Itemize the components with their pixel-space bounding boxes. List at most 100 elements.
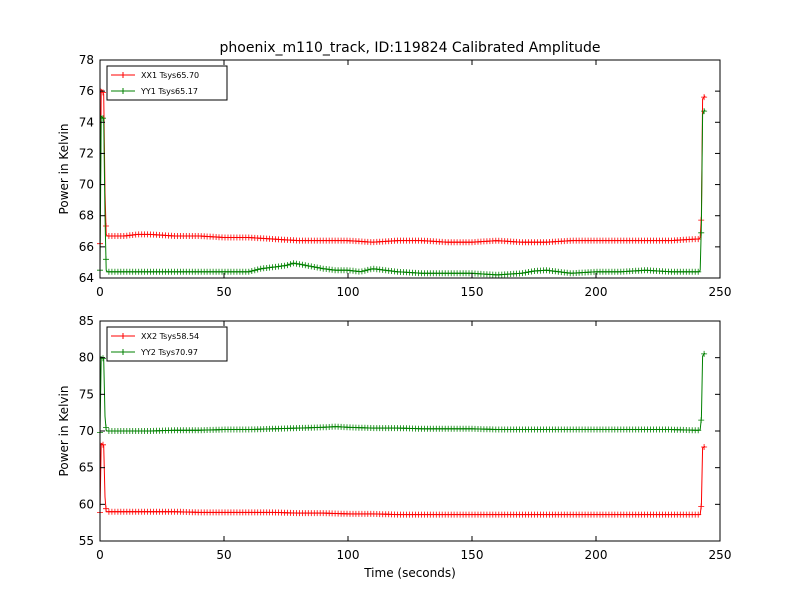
top-x-tick-label: 250 [709, 285, 732, 299]
top-series-yy-marker [522, 269, 529, 276]
top-y-tick-label: 64 [79, 271, 94, 285]
top-series-yy-marker [290, 260, 297, 267]
top-legend-item-xx: XX1 Tsys65.70 [111, 71, 199, 80]
chart-title: phoenix_m110_track, ID:119824 Calibrated… [220, 40, 601, 56]
bottom-series-yy-marker [100, 355, 106, 362]
legend-swatch-marker [120, 333, 126, 339]
bottom-x-tick-label: 200 [585, 548, 608, 562]
bottom-series-yy-marker [695, 427, 702, 434]
bottom-series-yy-marker [701, 350, 708, 357]
bottom-series-yy-markers [97, 350, 708, 436]
top-series-yy-marker [305, 262, 312, 269]
bottom-x-tick-label: 100 [337, 548, 360, 562]
top-panel: 0 50 100 150 200 250 64 66 68 70 72 74 76 78 Power in … [57, 53, 731, 299]
legend-label: YY1 Tsys65.17 [140, 87, 198, 96]
bottom-legend-item-yy: YY2 Tsys70.97 [111, 348, 198, 357]
top-series-yy-marker [248, 268, 255, 274]
top-series-yy-marker [525, 269, 532, 275]
bottom-series-xx-marker [701, 444, 708, 450]
top-series-yy-marker [552, 268, 559, 275]
top-y-tick-label: 68 [79, 209, 94, 223]
legend-swatch-marker [120, 72, 126, 78]
top-series-yy-marker [314, 264, 321, 271]
bottom-y-tick-label: 75 [79, 387, 94, 401]
legend-swatch-marker [120, 349, 126, 355]
bottom-legend-item-xx: XX2 Tsys58.54 [111, 332, 199, 341]
top-series-yy-marker [257, 265, 264, 272]
top-series-yy-marker [103, 256, 109, 263]
top-series-yy-marker [370, 265, 377, 272]
top-series-yy-marker [284, 262, 291, 269]
top-series-yy-marker [564, 269, 571, 276]
top-legend-box [106, 65, 228, 101]
top-series-yy-marker [302, 262, 309, 269]
top-series-yy-marker [361, 267, 368, 274]
top-series-yy-marker [358, 268, 365, 275]
top-series-yy-marker [254, 266, 261, 273]
top-series-yy-marker [287, 261, 294, 268]
top-series-yy-marker [382, 267, 389, 274]
bottom-x-tick-label: 150 [461, 548, 484, 562]
bottom-y-tick-label: 55 [79, 534, 94, 548]
bottom-series-yy-marker [103, 424, 109, 431]
top-series-yy-marker [329, 266, 336, 273]
top-series-yy-marker [100, 115, 106, 122]
top-series-yy-marker [519, 270, 526, 277]
bottom-series-yy-marker [698, 417, 705, 424]
top-series-xx-marker [103, 223, 109, 229]
bottom-y-tick-label: 60 [79, 497, 94, 511]
top-series-yy-marker [701, 108, 708, 115]
x-axis-label: Time (seconds) [363, 566, 456, 580]
legend-label: XX1 Tsys65.70 [141, 71, 199, 80]
top-y-tick-label: 78 [79, 53, 94, 67]
top-x-tick-label: 200 [585, 285, 608, 299]
top-series-yy-markers [97, 108, 708, 278]
top-series-yy-marker [698, 229, 705, 236]
bottom-y-tick-label: 80 [79, 351, 94, 365]
top-legend: XX1 Tsys65.70 YY1 Tsys65.17 [106, 65, 228, 101]
top-axes-frame [99, 59, 721, 279]
top-x-tick-label: 0 [96, 285, 104, 299]
bottom-x-tick-label: 0 [96, 548, 104, 562]
bottom-y-tick-label: 85 [79, 314, 94, 328]
top-series-yy-marker [367, 266, 374, 273]
bottom-legend: XX2 Tsys58.54 YY2 Tsys70.97 [106, 326, 228, 362]
top-series-xx-marker [100, 89, 106, 96]
top-series-xx-marker [701, 94, 708, 101]
legend-swatch-marker [120, 88, 126, 94]
top-series-yy-marker [311, 264, 318, 270]
top-series-yy-marker [281, 262, 288, 269]
bottom-x-tick-label: 250 [709, 548, 732, 562]
legend-label: YY2 Tsys70.97 [140, 348, 198, 357]
top-y-tick-label: 70 [79, 178, 94, 192]
top-series-yy-marker [528, 268, 535, 275]
top-legend-item-yy: YY1 Tsys65.17 [111, 87, 198, 96]
bottom-legend-box [106, 326, 228, 362]
bottom-x-tick-label: 50 [216, 548, 231, 562]
legend-label: XX2 Tsys58.54 [141, 332, 199, 341]
bottom-y-tick-label: 65 [79, 461, 94, 475]
top-series-yy-marker [296, 261, 303, 268]
top-y-tick-label: 76 [79, 84, 94, 98]
top-series-yy-marker [350, 267, 356, 274]
top-y-tick-label: 66 [79, 240, 94, 254]
top-series-yy-marker [317, 265, 324, 272]
top-series-yy-marker [293, 260, 300, 267]
top-series-yy-marker [308, 263, 315, 270]
top-series-yy-marker [695, 268, 702, 275]
top-y-tick-label: 74 [79, 115, 94, 129]
top-y-tick-label: 72 [79, 146, 94, 160]
top-series-xx-marker [695, 236, 702, 243]
top-x-tick-label: 50 [216, 285, 231, 299]
bottom-panel: 0 50 100 150 200 250 55 60 65 70 75 80 85 Power in Ke… [57, 314, 731, 562]
top-x-tick-label: 100 [337, 285, 360, 299]
bottom-series-xx-marker [698, 503, 705, 510]
top-x-tick-label: 150 [461, 285, 484, 299]
top-series-yy-marker [251, 267, 258, 274]
top-series-yy-marker [245, 268, 252, 275]
top-series-yy-marker [364, 266, 371, 273]
bottom-series-xx-marker [100, 441, 106, 448]
bottom-y-axis-label: Power in Kelvin [57, 386, 71, 477]
top-y-axis-label: Power in Kelvin [57, 124, 71, 215]
